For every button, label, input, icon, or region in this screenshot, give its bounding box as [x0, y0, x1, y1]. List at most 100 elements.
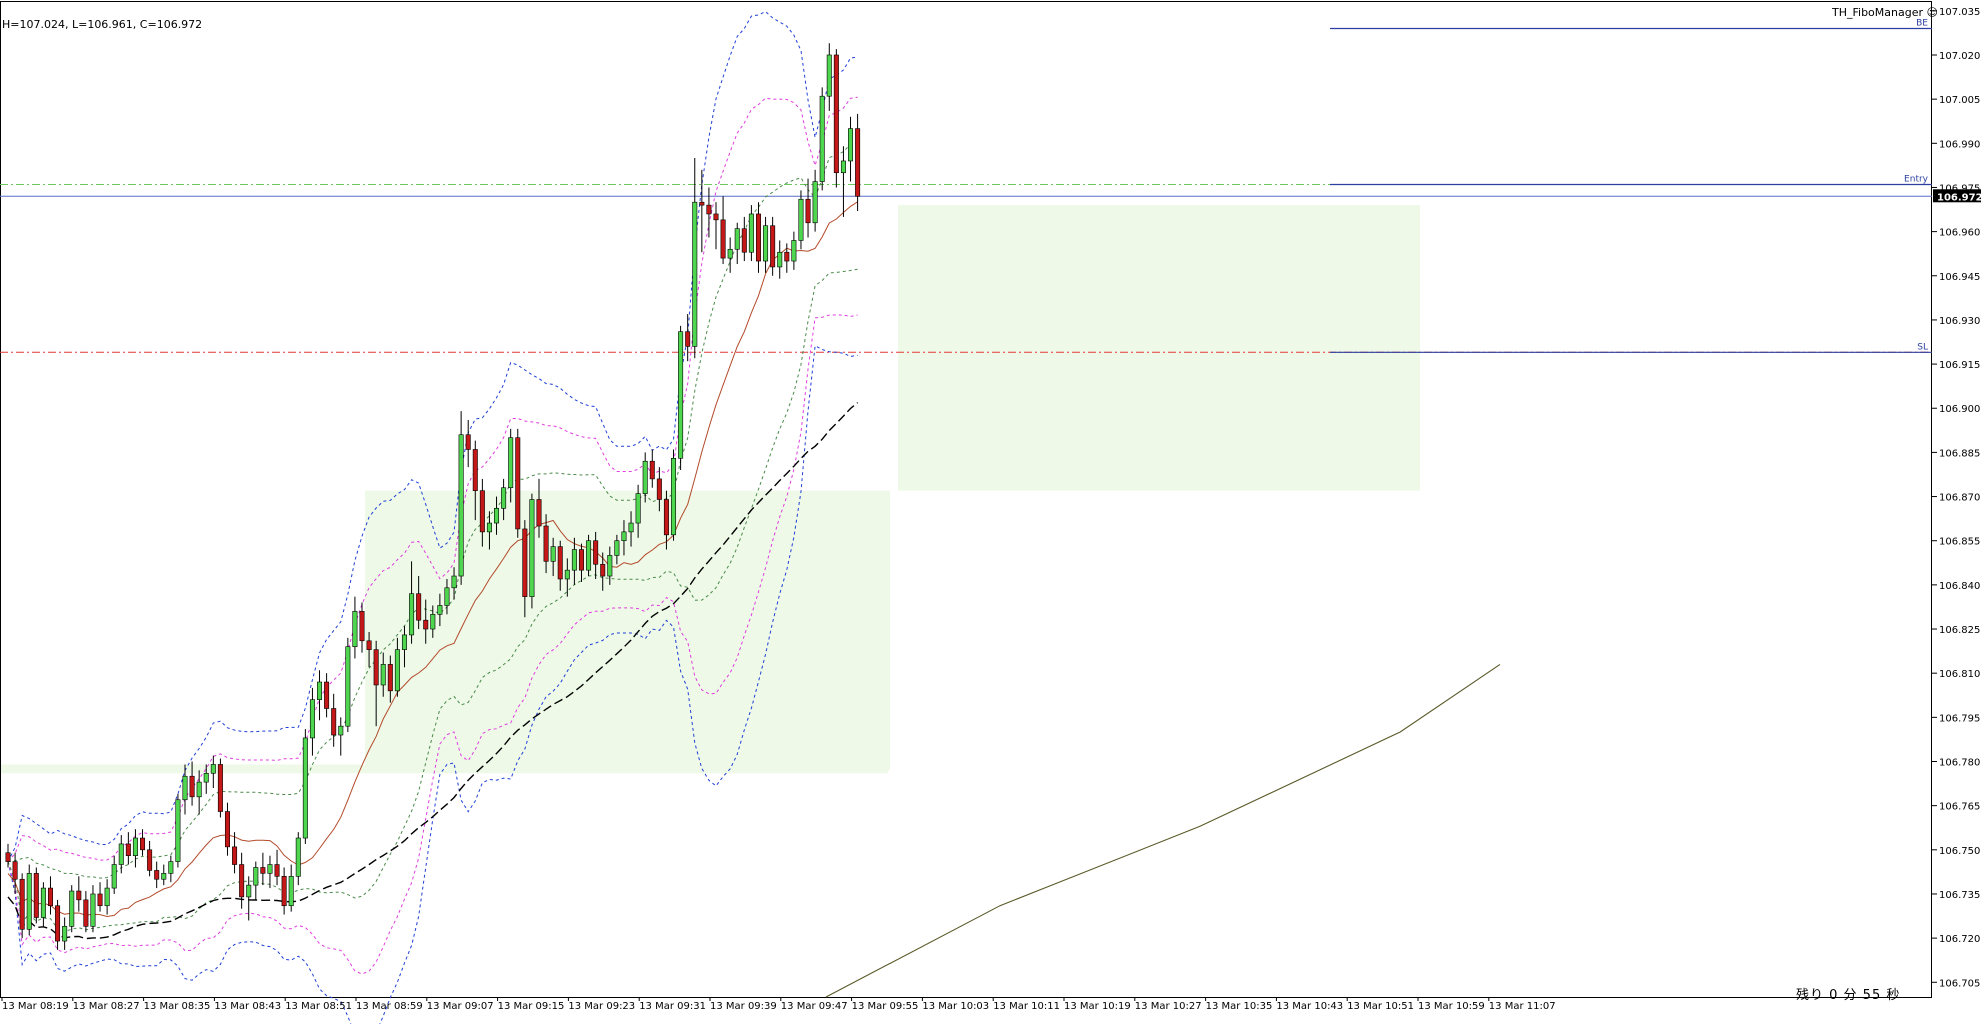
candle [578, 543, 584, 582]
candle-body [685, 331, 691, 347]
candle [168, 855, 174, 883]
candle [331, 693, 337, 747]
candle [855, 113, 861, 212]
candle [267, 855, 273, 889]
candle-body [260, 867, 266, 874]
candle-body [401, 634, 407, 650]
candle [55, 899, 61, 950]
candle-body [373, 649, 379, 686]
y-tick-label: 106.960 [1939, 228, 1980, 239]
candle [656, 467, 662, 512]
candle-body [154, 870, 160, 880]
candle-body [324, 681, 330, 709]
candle-body [5, 852, 11, 862]
candle [394, 637, 400, 697]
candle [557, 540, 563, 591]
y-tick-label: 106.990 [1939, 139, 1980, 150]
candle-body [819, 95, 825, 182]
candle-body [12, 861, 18, 880]
zone-rect [898, 205, 1420, 491]
y-tick-label: 106.915 [1939, 360, 1980, 371]
x-tick-label: 13 Mar 09:47 [781, 1001, 848, 1012]
candle [132, 829, 138, 868]
ma-fast-line [7, 201, 858, 918]
candle-body [430, 614, 436, 630]
x-tick-label: 13 Mar 10:11 [993, 1001, 1060, 1012]
candle [97, 882, 103, 912]
y-tick-label: 106.720 [1939, 934, 1980, 945]
candle [12, 852, 18, 894]
candle-body [437, 605, 443, 615]
x-tick-label: 13 Mar 09:23 [568, 1001, 635, 1012]
candle [642, 452, 648, 503]
candle [826, 43, 832, 111]
candle-body [571, 549, 577, 571]
candle-body [486, 522, 492, 533]
candle-body [168, 861, 174, 874]
candle [628, 511, 634, 547]
candle-body [309, 699, 315, 739]
candle [401, 626, 407, 668]
y-tick-label: 106.765 [1939, 802, 1980, 813]
candle [196, 770, 202, 815]
candle [416, 576, 422, 630]
candle [770, 216, 776, 276]
candle [479, 478, 485, 547]
candle-body [203, 772, 209, 783]
y-tick-label: 106.870 [1939, 493, 1980, 504]
candle-body [720, 219, 726, 259]
candle [295, 832, 301, 886]
candle-body [600, 563, 606, 577]
candle [720, 196, 726, 264]
x-tick-label: 13 Mar 10:19 [1064, 1001, 1131, 1012]
candle-body [727, 248, 733, 259]
candle-body [607, 555, 613, 577]
candle [515, 428, 521, 538]
x-tick-label: 13 Mar 08:43 [214, 1001, 281, 1012]
candle [430, 605, 436, 638]
candle-body [246, 884, 252, 898]
candle [387, 655, 393, 703]
candle-body [472, 449, 478, 491]
x-tick-label: 13 Mar 08:59 [356, 1001, 423, 1012]
y-tick-label: 107.020 [1939, 51, 1980, 62]
candle-body [352, 611, 358, 647]
y-tick-label: 106.780 [1939, 757, 1980, 768]
candle-body [409, 593, 415, 636]
candle [791, 231, 797, 270]
candle-body [465, 434, 471, 450]
x-tick-label: 13 Mar 08:19 [2, 1001, 69, 1012]
candle-body [416, 593, 422, 621]
candle-body [451, 575, 457, 589]
candle [62, 917, 68, 950]
candle-body [317, 681, 323, 700]
x-tick-label: 13 Mar 10:59 [1418, 1001, 1485, 1012]
candle-body [118, 843, 124, 865]
candle-body [33, 873, 39, 918]
candle-body [833, 54, 839, 174]
candle [182, 764, 188, 815]
candle [586, 534, 592, 577]
candle [359, 602, 365, 653]
candle [5, 843, 11, 868]
candle-body [366, 640, 372, 650]
candle [380, 652, 386, 697]
ma-long-line [825, 663, 1501, 998]
candle [685, 314, 691, 362]
candle [175, 793, 181, 868]
candle-body [232, 846, 238, 865]
bollinger-outer-lower [7, 345, 858, 1024]
candle-body [182, 775, 188, 801]
candle [494, 496, 500, 535]
candle-body [536, 499, 542, 527]
y-tick-label: 106.885 [1939, 448, 1980, 459]
candle [486, 511, 492, 550]
candle [302, 729, 308, 844]
candle [260, 852, 266, 886]
candle-body [19, 878, 25, 930]
x-tick-label: 13 Mar 10:27 [1135, 1001, 1202, 1012]
candle [529, 493, 535, 609]
candle-body [76, 890, 82, 901]
candle-body [755, 213, 761, 262]
